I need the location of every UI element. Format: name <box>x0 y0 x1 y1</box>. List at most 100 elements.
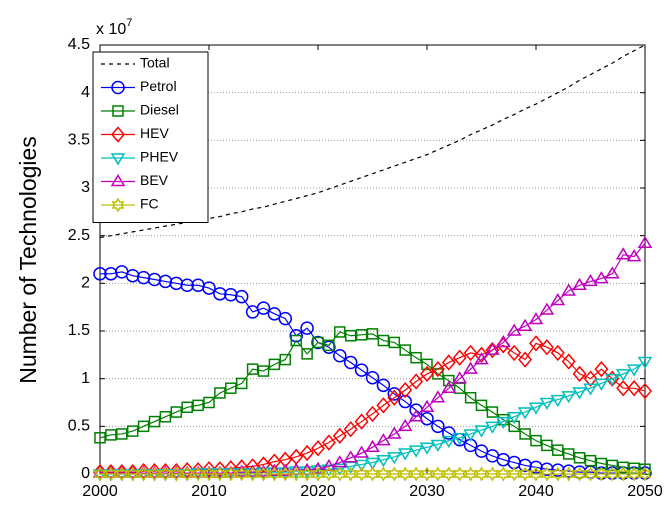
marker <box>92 469 108 482</box>
marker <box>333 349 347 363</box>
marker <box>638 382 652 400</box>
marker <box>604 373 620 387</box>
marker <box>561 391 577 404</box>
marker <box>168 465 184 478</box>
marker <box>147 465 162 478</box>
marker <box>278 311 293 326</box>
marker <box>507 344 522 362</box>
marker <box>224 288 238 302</box>
marker <box>583 383 598 396</box>
series-line <box>99 331 646 470</box>
marker <box>312 336 324 349</box>
marker <box>277 463 293 476</box>
legend-marker <box>111 197 125 213</box>
marker <box>190 465 206 478</box>
marker <box>323 339 335 352</box>
marker <box>114 465 130 478</box>
x-tick-label: 2020 <box>300 483 336 500</box>
marker <box>529 460 543 475</box>
x-tick-label: 2040 <box>518 483 554 500</box>
marker <box>627 380 642 397</box>
marker <box>203 396 215 409</box>
marker <box>430 390 446 403</box>
marker <box>583 370 598 387</box>
y-multiplier: x 107 <box>96 17 132 38</box>
y-tick-label: 4 <box>81 84 90 101</box>
marker <box>125 268 140 283</box>
series <box>92 235 653 478</box>
marker <box>267 307 282 321</box>
marker <box>397 418 413 432</box>
marker <box>105 429 117 441</box>
marker <box>158 462 173 480</box>
y-tick-label: 3 <box>81 179 90 196</box>
marker <box>528 402 544 415</box>
marker <box>136 465 151 478</box>
marker <box>365 457 380 471</box>
marker <box>377 334 390 347</box>
marker <box>365 370 380 385</box>
marker <box>530 434 542 447</box>
marker <box>539 397 555 410</box>
legend-label: Diesel <box>140 102 179 118</box>
marker <box>202 461 216 478</box>
marker <box>606 459 619 472</box>
marker <box>441 354 456 371</box>
marker <box>94 432 106 444</box>
marker <box>179 469 195 482</box>
marker <box>419 399 435 413</box>
legend-marker <box>110 174 126 187</box>
x-tick-label: 2050 <box>627 483 663 500</box>
marker <box>475 399 488 412</box>
marker <box>594 360 609 378</box>
marker <box>344 330 357 342</box>
marker <box>616 380 631 397</box>
x-tick-label: 2000 <box>82 483 118 500</box>
series-line <box>100 242 646 474</box>
marker <box>321 458 337 472</box>
series-line <box>99 44 646 239</box>
marker <box>583 273 598 287</box>
marker <box>214 387 226 399</box>
marker <box>421 358 433 371</box>
marker <box>626 364 642 377</box>
marker <box>561 353 576 370</box>
marker <box>430 360 445 378</box>
marker <box>573 452 586 464</box>
series <box>93 466 652 482</box>
marker <box>431 419 445 434</box>
marker <box>267 463 282 476</box>
marker <box>528 312 544 325</box>
marker <box>594 271 609 284</box>
marker <box>334 326 346 338</box>
marker <box>628 462 640 475</box>
marker <box>376 433 391 446</box>
marker <box>192 399 204 412</box>
marker <box>114 469 130 482</box>
marker <box>355 329 368 341</box>
marker <box>354 445 369 458</box>
marker <box>332 463 348 476</box>
marker <box>615 247 631 260</box>
marker <box>125 469 141 482</box>
y-tick-label: 2 <box>81 275 90 292</box>
marker <box>485 421 500 434</box>
series <box>99 44 646 239</box>
marker <box>408 445 424 458</box>
marker <box>594 378 609 391</box>
marker <box>126 425 139 437</box>
marker <box>397 448 413 461</box>
marker <box>158 469 173 482</box>
marker <box>279 353 292 366</box>
legend-label: BEV <box>140 172 169 188</box>
marker <box>168 469 184 482</box>
marker <box>387 389 402 406</box>
legend-label: PHEV <box>140 149 179 165</box>
marker <box>430 439 446 452</box>
marker <box>376 397 391 414</box>
marker <box>147 469 162 482</box>
marker <box>572 277 587 290</box>
marker <box>495 334 511 348</box>
marker <box>148 415 161 428</box>
marker <box>539 339 554 356</box>
